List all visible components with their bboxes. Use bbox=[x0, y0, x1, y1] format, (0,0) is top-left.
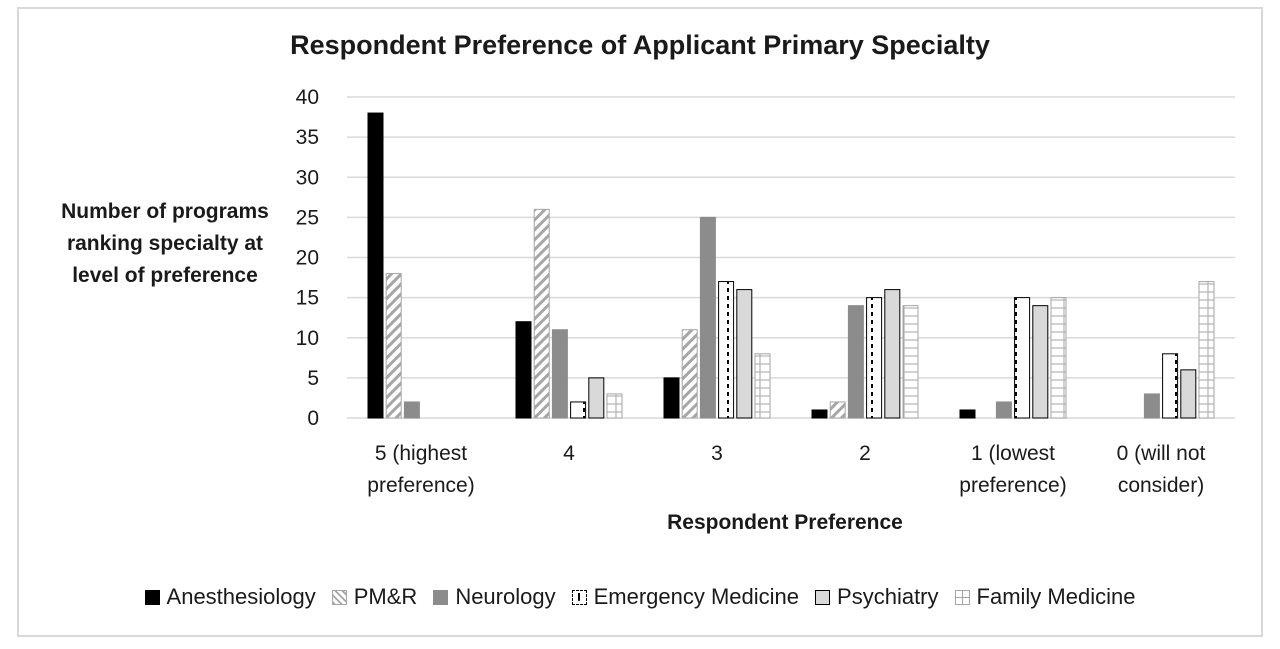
legend-swatch bbox=[815, 589, 831, 605]
bar-neurology-3 bbox=[847, 305, 864, 419]
gridlines bbox=[347, 96, 1235, 419]
legend-item: Family Medicine bbox=[954, 584, 1136, 610]
bar-neurology-5 bbox=[1143, 393, 1160, 419]
bar-anesthesiology-0 bbox=[367, 112, 384, 419]
bar-neurology-1 bbox=[551, 329, 568, 419]
x-tick-labels: 5 (highest preference) 4 3 2 1 (lowest prefere… bbox=[367, 442, 1205, 497]
bar-pm-r-2 bbox=[681, 329, 698, 419]
x-tick-label: 0 (will not bbox=[1117, 442, 1206, 465]
bar-emergency-medicine-2 bbox=[718, 281, 735, 419]
y-tick-label: 20 bbox=[296, 247, 319, 270]
y-tick-label: 40 bbox=[296, 86, 319, 109]
bar-family-medicine-4 bbox=[1050, 297, 1067, 419]
legend-item: PM&R bbox=[331, 584, 418, 610]
bar-family-medicine-2 bbox=[754, 353, 771, 419]
bar-neurology-4 bbox=[995, 401, 1012, 419]
bar-pm-r-1 bbox=[533, 208, 550, 419]
bar-anesthesiology-3 bbox=[811, 409, 828, 419]
legend-label: Emergency Medicine bbox=[593, 584, 800, 609]
y-tick-label: 35 bbox=[296, 126, 319, 149]
legend-label: Psychiatry bbox=[837, 584, 939, 609]
legend-swatch bbox=[571, 589, 587, 605]
bar-anesthesiology-1 bbox=[515, 321, 532, 419]
bar-emergency-medicine-4 bbox=[1014, 297, 1031, 419]
chart-title: Respondent Preference of Applicant Prima… bbox=[290, 30, 990, 60]
legend-item: Neurology bbox=[433, 584, 556, 610]
bar-emergency-medicine-5 bbox=[1162, 353, 1179, 419]
bar-psychiatry-1 bbox=[588, 377, 605, 419]
y-tick-label: 0 bbox=[307, 407, 319, 430]
bar-emergency-medicine-3 bbox=[866, 297, 883, 419]
bar-psychiatry-2 bbox=[736, 289, 753, 419]
legend-item: Emergency Medicine bbox=[571, 584, 800, 610]
y-tick-label: 15 bbox=[296, 287, 319, 310]
x-tick-label: preference) bbox=[367, 474, 474, 497]
bar-family-medicine-5 bbox=[1198, 281, 1215, 419]
bar-psychiatry-5 bbox=[1180, 369, 1197, 419]
x-tick-label: 1 (lowest bbox=[971, 442, 1055, 465]
legend-label: Family Medicine bbox=[976, 584, 1136, 609]
legend-swatch bbox=[331, 589, 347, 605]
bar-pm-r-3 bbox=[829, 401, 846, 419]
legend-label: PM&R bbox=[353, 584, 418, 609]
y-tick-label: 25 bbox=[296, 206, 319, 229]
bar-family-medicine-3 bbox=[902, 305, 919, 419]
x-tick-label: 4 bbox=[563, 442, 575, 465]
bar-pm-r-0 bbox=[385, 273, 402, 419]
x-tick-label: consider) bbox=[1118, 474, 1204, 497]
bar-family-medicine-1 bbox=[606, 393, 623, 419]
y-tick-label: 10 bbox=[296, 327, 319, 350]
y-tick-label: 5 bbox=[307, 367, 319, 390]
y-tick-label: 30 bbox=[296, 166, 319, 189]
bar-neurology-0 bbox=[403, 401, 420, 419]
bar-neurology-2 bbox=[699, 216, 716, 419]
bar-psychiatry-3 bbox=[884, 289, 901, 419]
bar-anesthesiology-4 bbox=[959, 409, 976, 419]
y-axis-label: Number of programs ranking specialty at … bbox=[61, 200, 269, 287]
bar-psychiatry-4 bbox=[1032, 305, 1049, 419]
x-tick-label: 5 (highest bbox=[375, 442, 467, 465]
bar-anesthesiology-2 bbox=[663, 377, 680, 419]
legend-label: Neurology bbox=[455, 584, 556, 609]
legend-swatch bbox=[144, 589, 160, 605]
x-axis-label: Respondent Preference bbox=[667, 511, 903, 534]
legend-swatch bbox=[433, 589, 449, 605]
bars bbox=[367, 112, 1215, 419]
legend: Anesthesiology PM&R Neurology Emergency Med… bbox=[0, 584, 1280, 610]
legend-item: Anesthesiology bbox=[144, 584, 316, 610]
legend-label: Anesthesiology bbox=[166, 584, 316, 609]
legend-swatch bbox=[954, 589, 970, 605]
legend-item: Psychiatry bbox=[815, 584, 939, 610]
y-tick-labels: 0 5 10 15 20 25 30 35 40 bbox=[296, 86, 319, 430]
bar-emergency-medicine-1 bbox=[570, 401, 587, 419]
x-tick-label: 2 bbox=[859, 442, 871, 465]
x-tick-label: 3 bbox=[711, 442, 723, 465]
x-tick-label: preference) bbox=[959, 474, 1066, 497]
